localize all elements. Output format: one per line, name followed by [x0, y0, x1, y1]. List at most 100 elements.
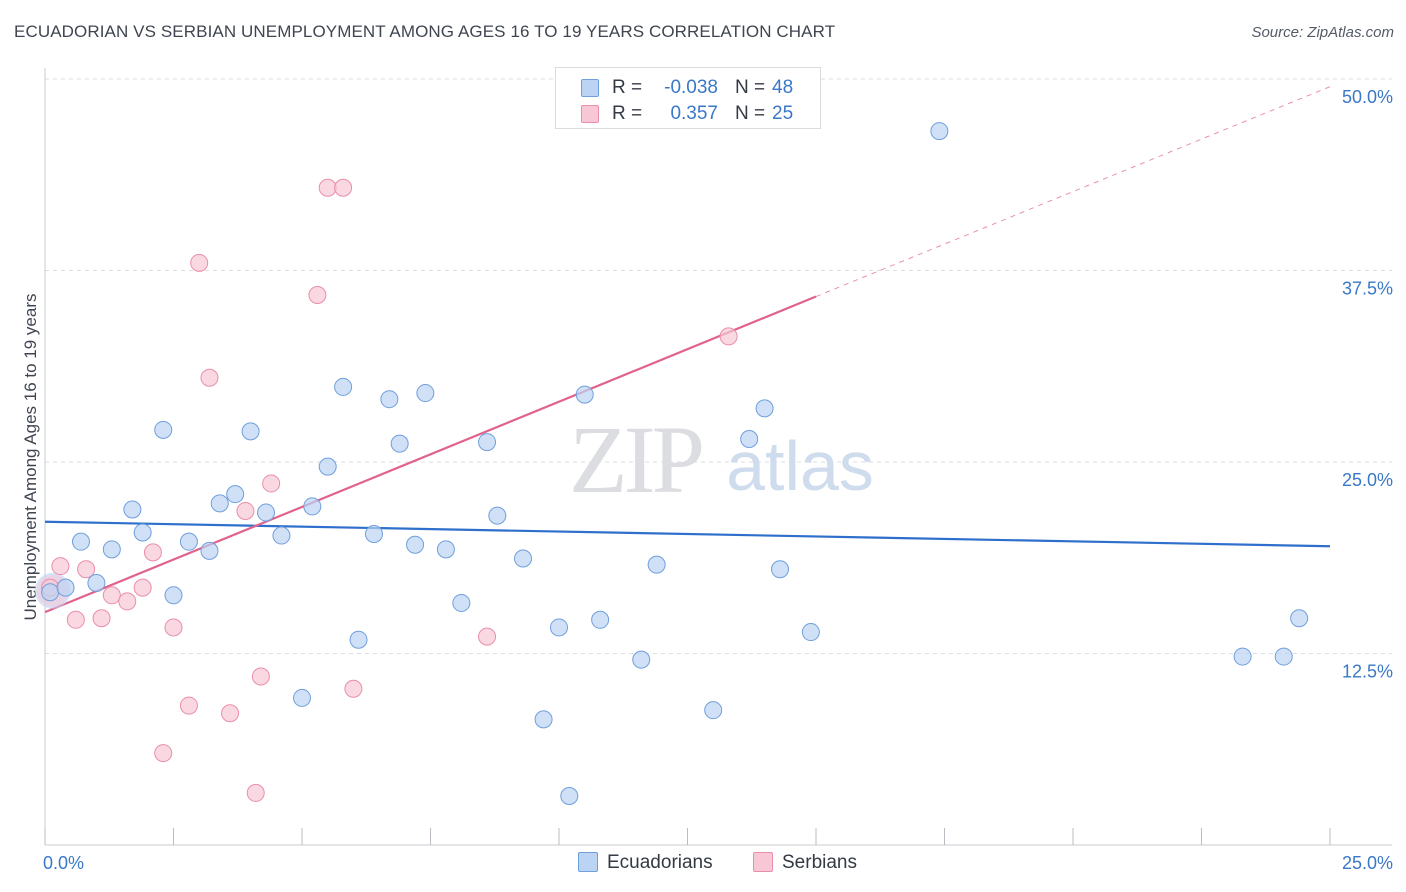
- point-ecuadorians: [740, 430, 759, 449]
- point-ecuadorians: [364, 525, 383, 544]
- point-serbians: [92, 609, 111, 628]
- point-ecuadorians: [390, 434, 409, 453]
- point-ecuadorians: [154, 420, 173, 439]
- point-serbians: [154, 744, 173, 763]
- y-tick-label: 37.5%: [1342, 279, 1393, 299]
- point-serbians: [102, 586, 121, 605]
- point-serbians: [262, 474, 281, 493]
- legend-swatch-pink: [581, 105, 599, 123]
- point-serbians: [334, 178, 353, 197]
- point-serbians: [66, 610, 85, 629]
- point-ecuadorians: [575, 385, 594, 404]
- point-ecuadorians: [632, 650, 651, 669]
- point-serbians: [51, 557, 70, 576]
- point-ecuadorians: [801, 623, 820, 642]
- point-serbians: [236, 502, 255, 521]
- point-ecuadorians: [380, 390, 399, 409]
- legend-n-value: 25: [772, 103, 794, 124]
- point-ecuadorians: [71, 532, 90, 551]
- point-serbians: [221, 704, 240, 723]
- legend-n-label: N =: [735, 103, 766, 124]
- point-ecuadorians: [1274, 647, 1293, 666]
- point-serbians: [246, 783, 265, 802]
- point-ecuadorians: [647, 555, 666, 574]
- point-ecuadorians: [488, 506, 507, 525]
- point-ecuadorians: [303, 497, 322, 516]
- legend-swatch-pink: [753, 852, 773, 872]
- point-serbians: [190, 253, 209, 272]
- point-ecuadorians: [87, 574, 106, 593]
- legend-item-serbians[interactable]: Serbians: [753, 852, 857, 874]
- point-serbians: [200, 368, 219, 387]
- legend-n-label: N =: [735, 77, 766, 98]
- point-ecuadorians: [436, 540, 455, 559]
- grid-lines: [45, 78, 1392, 654]
- point-serbians: [164, 618, 183, 637]
- legend-item-ecuadorians[interactable]: Ecuadorians: [578, 852, 713, 874]
- point-ecuadorians: [179, 532, 198, 551]
- point-serbians: [143, 543, 162, 562]
- point-serbians: [133, 578, 152, 597]
- point-serbians: [308, 286, 327, 305]
- point-serbians: [478, 627, 497, 646]
- point-ecuadorians: [318, 457, 337, 476]
- point-ecuadorians: [133, 523, 152, 542]
- legend-r-value: 0.357: [670, 103, 718, 124]
- trend-lines: [44, 86, 1331, 614]
- point-ecuadorians: [272, 526, 291, 545]
- point-ecuadorians: [1233, 647, 1252, 666]
- legend-n-value: 48: [772, 77, 794, 98]
- point-ecuadorians: [123, 500, 142, 519]
- correlation-legend: R = -0.038 N = 48 R = 0.357 N = 25: [555, 67, 821, 129]
- point-ecuadorians: [550, 618, 568, 637]
- legend-r-value: -0.038: [664, 77, 718, 98]
- point-ecuadorians: [41, 583, 60, 602]
- y-tick-labels: 12.5% 25.0% 37.5% 50.0%: [1342, 87, 1393, 682]
- chart-title: ECUADORIAN VS SERBIAN UNEMPLOYMENT AMONG…: [14, 22, 836, 41]
- legend-swatch-blue: [578, 852, 598, 872]
- point-ecuadorians: [704, 701, 723, 720]
- point-ecuadorians: [930, 122, 949, 141]
- legend-r-label: R =: [612, 77, 643, 98]
- point-ecuadorians: [102, 540, 121, 559]
- point-ecuadorians: [226, 485, 245, 504]
- y-tick-label: 12.5%: [1342, 662, 1393, 682]
- point-serbians: [118, 592, 137, 611]
- trend-line-serbians: [44, 295, 817, 614]
- point-serbians: [179, 696, 198, 715]
- y-tick-label: 50.0%: [1342, 87, 1393, 107]
- axes: [44, 68, 1392, 846]
- point-ecuadorians: [349, 630, 368, 649]
- point-serbians: [344, 679, 363, 698]
- point-ecuadorians: [1290, 609, 1309, 628]
- legend-r-label: R =: [612, 103, 643, 124]
- point-serbians: [719, 327, 738, 346]
- point-ecuadorians: [241, 422, 260, 441]
- point-ecuadorians: [210, 494, 229, 513]
- point-ecuadorians: [478, 433, 497, 452]
- point-ecuadorians: [334, 377, 353, 396]
- point-serbians: [318, 178, 337, 197]
- x-tick-label: 0.0%: [43, 853, 84, 873]
- y-axis-label: Unemployment Among Ages 16 to 19 years: [21, 294, 40, 621]
- x-tick-labels: 0.0% 25.0%: [43, 853, 1393, 873]
- point-ecuadorians: [514, 549, 533, 568]
- point-serbians: [77, 560, 96, 579]
- legend-row-serbians: R = 0.357 N = 25: [556, 101, 820, 127]
- point-ecuadorians: [164, 586, 183, 605]
- trend-line-ecuadorians: [44, 520, 1331, 548]
- y-tick-label: 25.0%: [1342, 470, 1393, 490]
- point-ecuadorians: [56, 578, 75, 597]
- legend-label-serbians: Serbians: [782, 852, 857, 873]
- point-ecuadorians: [591, 610, 610, 629]
- point-ecuadorians: [257, 503, 276, 522]
- point-ecuadorians: [452, 593, 471, 612]
- legend-label-ecuadorians: Ecuadorians: [607, 852, 713, 873]
- point-ecuadorians: [771, 560, 790, 579]
- point-ecuadorians: [416, 384, 435, 403]
- x-tick-label: 25.0%: [1342, 853, 1393, 873]
- point-ecuadorians: [200, 541, 219, 560]
- point-ecuadorians: [534, 710, 553, 729]
- watermark-zip: ZIP: [569, 406, 702, 513]
